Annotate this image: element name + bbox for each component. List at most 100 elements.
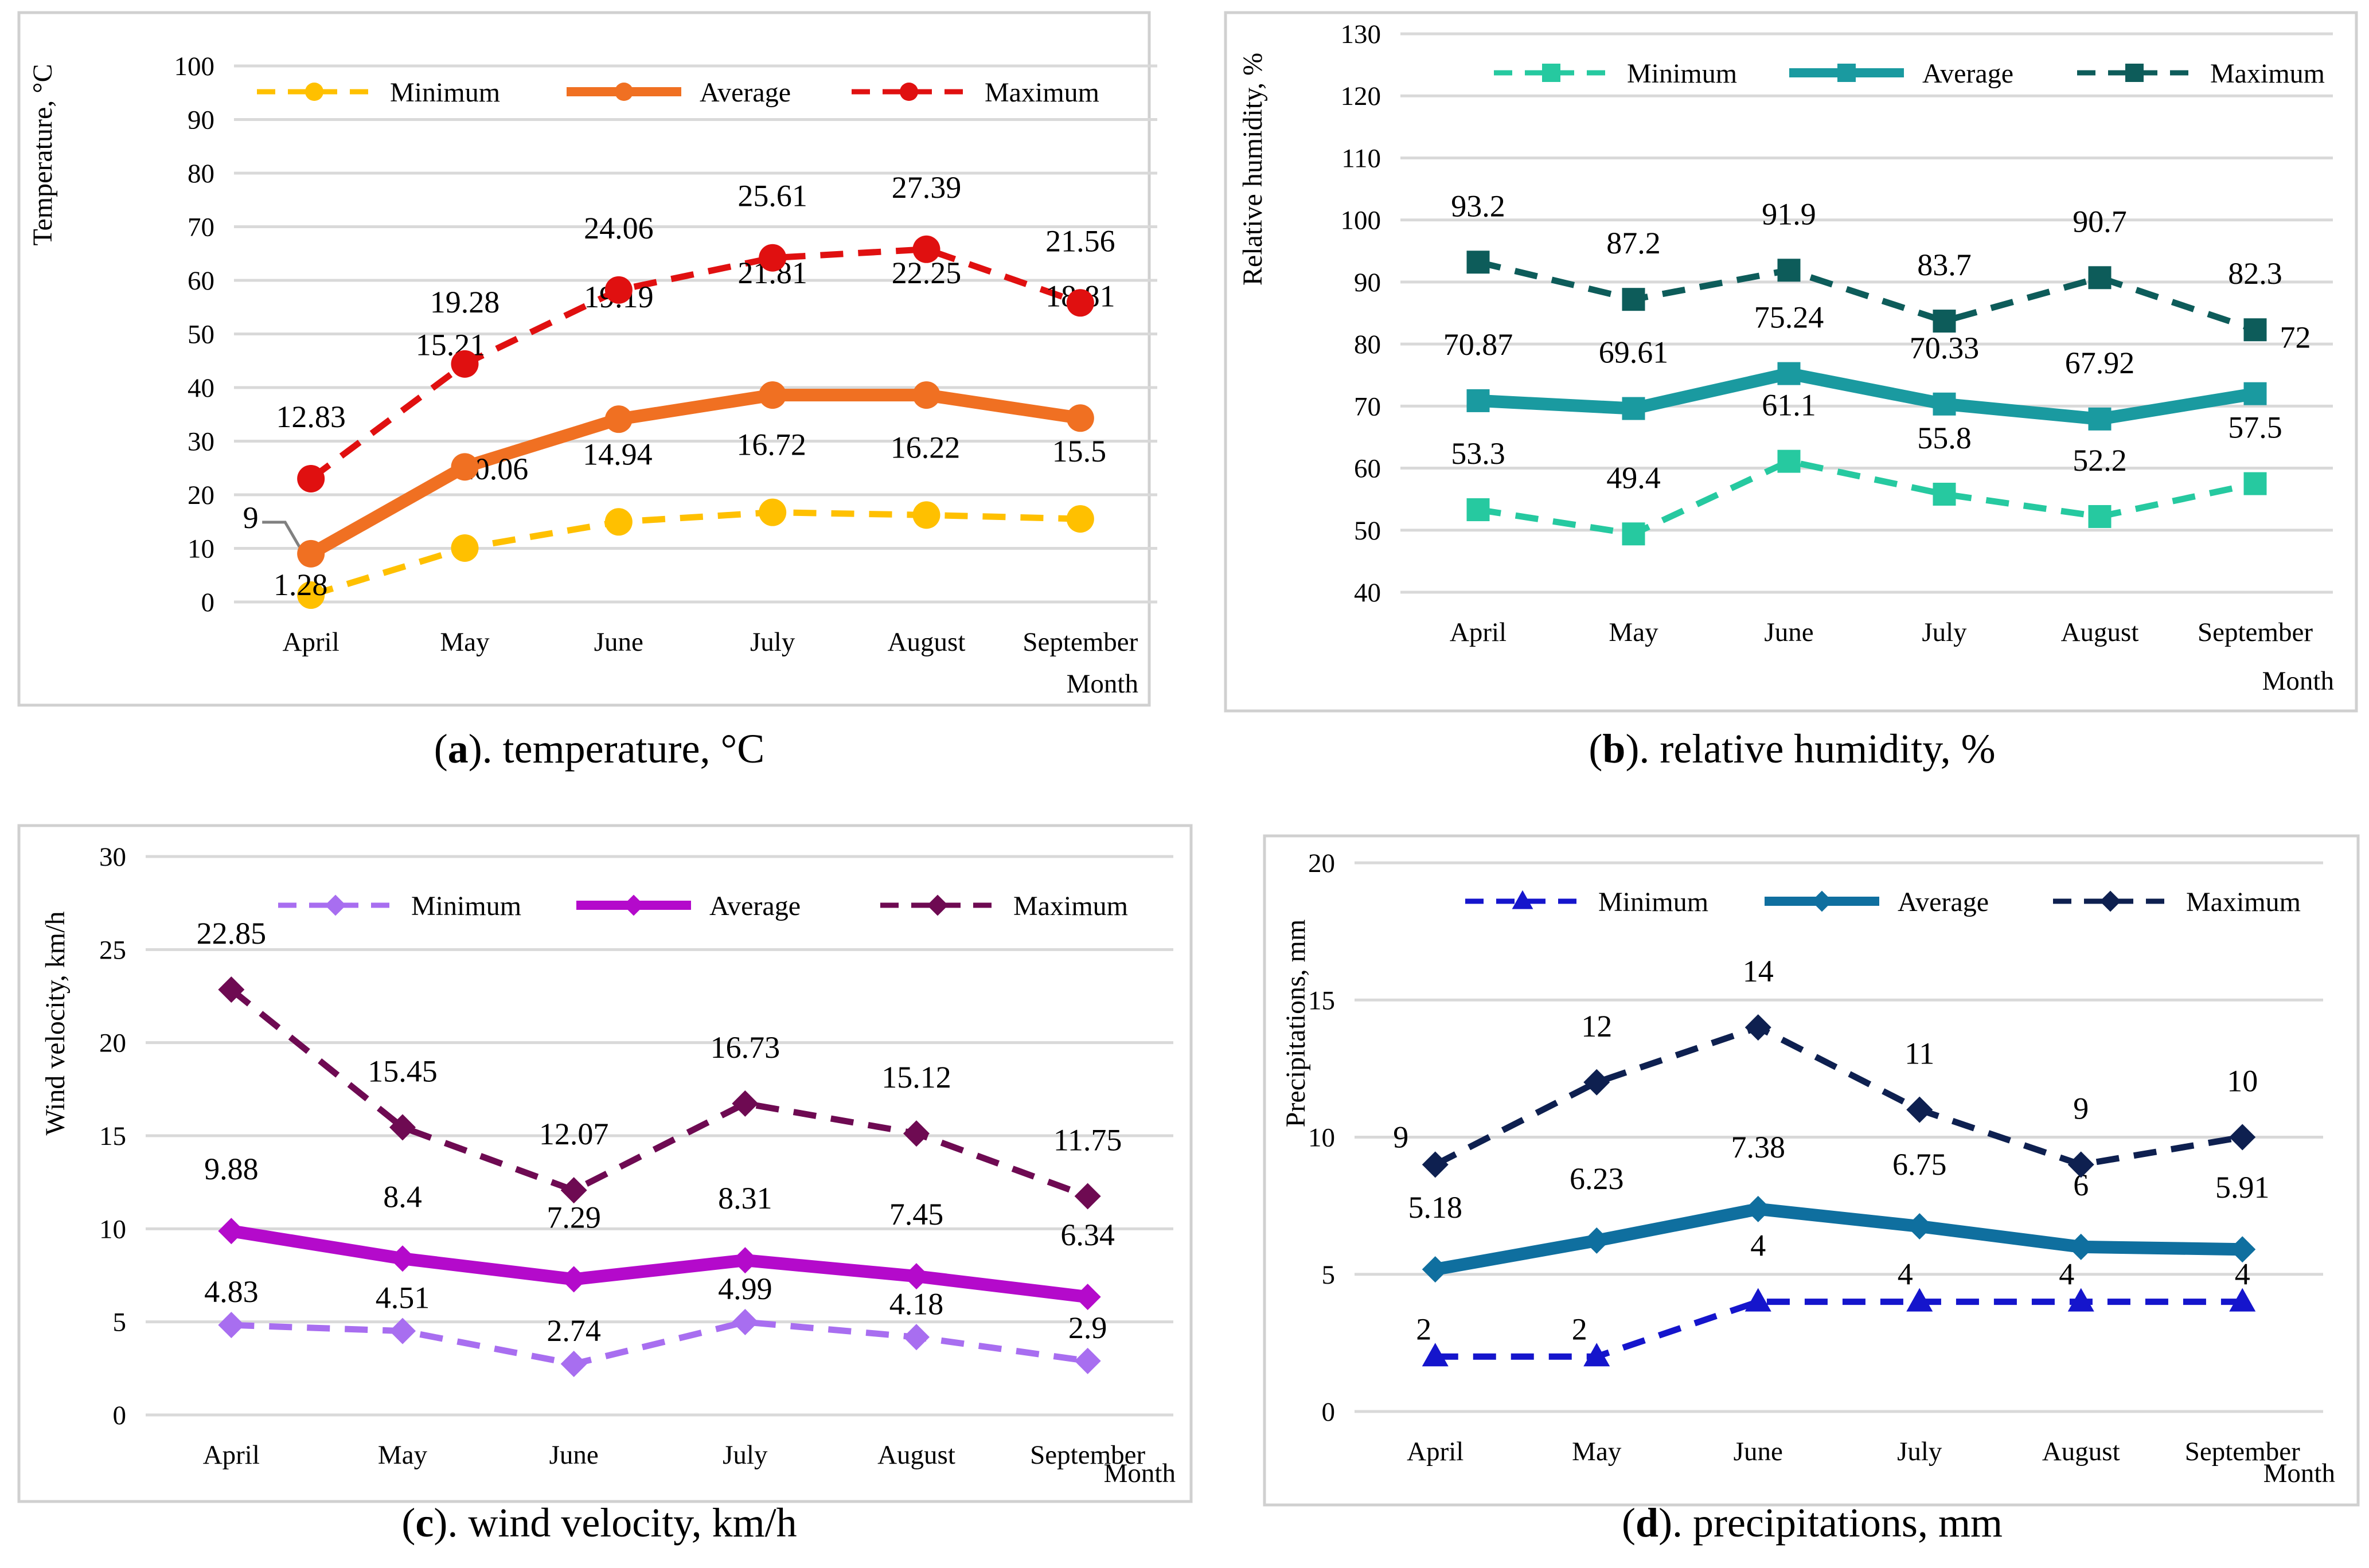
data-label: 9 bbox=[243, 500, 259, 535]
data-point bbox=[1466, 498, 1490, 522]
data-label: 25.61 bbox=[737, 179, 807, 213]
data-label: 2.74 bbox=[547, 1313, 601, 1348]
legend-label: Maximum bbox=[2210, 58, 2325, 89]
data-label: 9 bbox=[2073, 1091, 2089, 1125]
x-tick-label: May bbox=[378, 1440, 428, 1470]
y-tick-label: 15 bbox=[1308, 986, 1335, 1015]
chart-frame bbox=[1263, 834, 2360, 1507]
data-point bbox=[604, 508, 633, 536]
data-point bbox=[389, 1245, 416, 1272]
data-point bbox=[1422, 1343, 1449, 1367]
data-label: 6.75 bbox=[1892, 1147, 1947, 1182]
data-point bbox=[1906, 1288, 1933, 1312]
data-point bbox=[903, 1324, 930, 1351]
legend-marker bbox=[305, 83, 323, 101]
data-label: 19.28 bbox=[430, 285, 500, 319]
data-point bbox=[732, 1090, 759, 1117]
x-tick-label: August bbox=[2042, 1437, 2120, 1467]
y-axis-title: Temperature, °C bbox=[28, 64, 58, 245]
y-tick-label: 90 bbox=[188, 105, 214, 135]
data-point bbox=[1744, 1195, 1771, 1222]
data-label: 4.99 bbox=[718, 1272, 772, 1306]
y-tick-label: 50 bbox=[188, 320, 214, 350]
data-point bbox=[1583, 1069, 1610, 1096]
legend-marker bbox=[615, 83, 633, 101]
y-tick-label: 15 bbox=[99, 1121, 126, 1151]
data-point bbox=[1744, 1014, 1771, 1041]
legend-marker bbox=[1512, 890, 1533, 909]
data-point bbox=[1933, 483, 1956, 506]
legend-label: Average bbox=[709, 891, 801, 921]
y-tick-label: 70 bbox=[188, 213, 214, 243]
leader-line bbox=[262, 521, 301, 548]
data-point bbox=[2088, 266, 2112, 290]
data-label: 82.3 bbox=[2228, 256, 2282, 291]
data-point bbox=[1074, 1183, 1101, 1210]
data-point bbox=[389, 1114, 416, 1141]
data-label: 22.85 bbox=[197, 916, 267, 951]
series-line-minimum bbox=[1477, 458, 2256, 537]
data-label: 2 bbox=[1416, 1312, 1431, 1346]
data-label: 9.88 bbox=[204, 1152, 259, 1186]
series-line-average bbox=[230, 1225, 1088, 1304]
x-axis-title: Month bbox=[1104, 1458, 1176, 1488]
data-label: 69.61 bbox=[1599, 335, 1669, 370]
series-line-average bbox=[307, 389, 1082, 560]
data-point bbox=[560, 1351, 587, 1378]
data-point bbox=[560, 1177, 587, 1204]
data-point bbox=[1777, 449, 1801, 473]
x-tick-label: June bbox=[594, 627, 643, 657]
legend-marker bbox=[1837, 64, 1856, 82]
y-tick-label: 70 bbox=[1354, 392, 1381, 421]
legend-label: Maximum bbox=[985, 77, 1099, 108]
y-tick-label: 80 bbox=[1354, 330, 1381, 359]
data-point bbox=[297, 581, 325, 609]
x-tick-label: July bbox=[750, 627, 795, 657]
data-point bbox=[2088, 505, 2112, 528]
x-tick-label: May bbox=[440, 627, 490, 657]
data-point bbox=[1422, 1151, 1449, 1178]
data-point bbox=[451, 534, 479, 562]
data-label: 70.87 bbox=[1443, 327, 1513, 362]
x-tick-label: July bbox=[1922, 617, 1967, 647]
y-tick-label: 60 bbox=[188, 266, 214, 296]
legend-label: Minimum bbox=[1627, 58, 1737, 89]
data-point bbox=[1066, 289, 1094, 317]
y-tick-label: 90 bbox=[1354, 268, 1381, 298]
chart-panel-c: 0 5 10 15 20 25 30 April May June July August Septem… bbox=[17, 824, 1193, 1546]
legend-marker bbox=[2099, 890, 2121, 912]
data-label: 8.4 bbox=[383, 1179, 422, 1214]
data-label: 75.24 bbox=[1754, 300, 1824, 335]
legend-label: Average bbox=[1898, 887, 1989, 917]
data-point bbox=[2229, 1236, 2256, 1263]
x-tick-label: August bbox=[2061, 617, 2139, 647]
data-label: 27.39 bbox=[892, 170, 962, 205]
chart-frame bbox=[17, 824, 1193, 1503]
x-tick-label: May bbox=[1609, 617, 1658, 647]
data-label: 4 bbox=[1898, 1257, 1913, 1292]
data-point bbox=[1074, 1284, 1101, 1311]
x-axis-title: Month bbox=[1067, 669, 1138, 699]
y-tick-label: 40 bbox=[188, 373, 214, 403]
data-label: 57.5 bbox=[2228, 410, 2282, 445]
data-label: 90.7 bbox=[2073, 204, 2127, 238]
x-tick-label: June bbox=[549, 1440, 599, 1470]
legend-marker bbox=[1811, 890, 1833, 912]
x-tick-label: April bbox=[283, 627, 339, 657]
legend-label: Average bbox=[1922, 58, 2013, 89]
data-point bbox=[759, 244, 787, 272]
series-line-minimum bbox=[231, 1319, 1088, 1367]
series-line-average bbox=[1434, 1202, 2243, 1276]
data-point bbox=[1422, 1256, 1449, 1283]
x-tick-label: June bbox=[1734, 1437, 1783, 1467]
data-label: 16.72 bbox=[736, 428, 806, 462]
caption: (a). temperature, °C bbox=[434, 726, 765, 772]
data-label: 15.12 bbox=[881, 1060, 951, 1094]
data-label: 83.7 bbox=[1917, 248, 1972, 282]
data-point bbox=[903, 1263, 930, 1290]
data-point bbox=[218, 976, 245, 1003]
series-line-maximum bbox=[229, 987, 1089, 1199]
data-label: 12 bbox=[1581, 1009, 1612, 1043]
x-tick-label: August bbox=[877, 1440, 955, 1470]
